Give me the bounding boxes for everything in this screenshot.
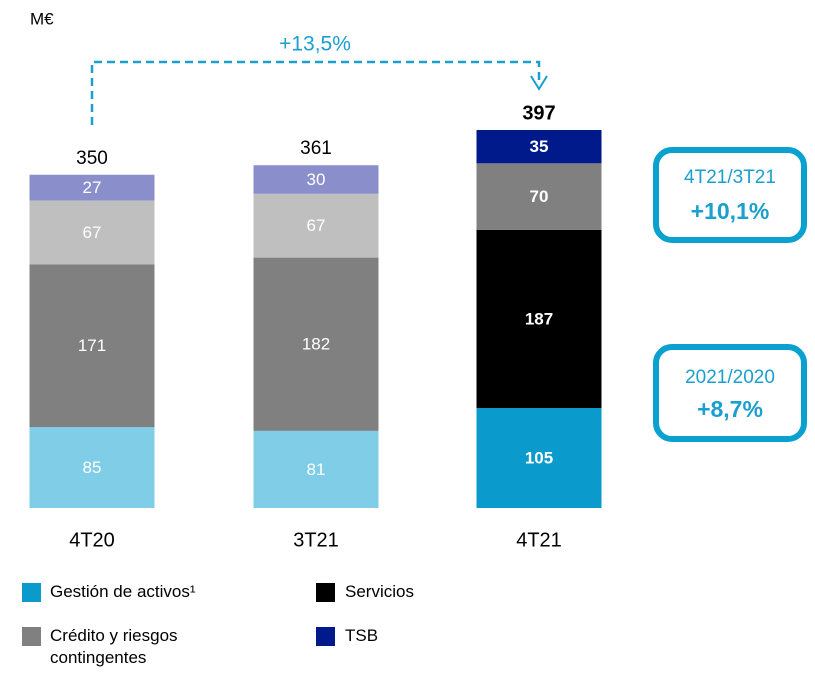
segment-label: 67	[83, 223, 102, 242]
segment-label: 67	[307, 216, 326, 235]
legend-label: Servicios	[345, 582, 414, 601]
bar-segment	[476, 130, 602, 164]
segment-label: 30	[307, 170, 326, 189]
segment-label: 85	[83, 458, 102, 477]
legend-label: Gestión de activos¹	[50, 582, 196, 601]
x-tick-label: 4T20	[69, 529, 115, 551]
bar-segment	[253, 257, 379, 431]
box	[653, 147, 807, 243]
segment-label: 105	[525, 448, 553, 467]
segment-label: 182	[302, 335, 330, 354]
legend-swatch	[316, 627, 335, 646]
bar-segment	[476, 163, 602, 230]
bar-segment	[29, 174, 155, 201]
legend-swatch	[22, 627, 41, 646]
unit-label: M€	[30, 9, 54, 28]
legend-label: Crédito y riesgos contingentes	[50, 626, 178, 667]
box-value: +8,7%	[697, 396, 763, 422]
bar-segment	[476, 408, 602, 508]
legend-label: TSB	[345, 626, 379, 645]
legend-swatch	[22, 583, 41, 602]
bar-segment	[29, 427, 155, 508]
x-tick-label: 3T21	[293, 529, 339, 551]
growth-arrow	[90, 60, 541, 125]
growth-label: +13,5%	[279, 33, 351, 56]
segment-label: 81	[307, 460, 326, 479]
bar-segment	[29, 200, 155, 265]
segment-label: 27	[83, 178, 102, 197]
legend-swatch	[316, 583, 335, 602]
box-value: +10,1%	[691, 198, 770, 224]
bar-segment	[253, 193, 379, 258]
total-label: 397	[522, 102, 555, 124]
bar-segment	[253, 165, 379, 194]
box-title: 4T21/3T21	[684, 167, 776, 188]
bar-segment	[476, 229, 602, 409]
x-tick-label: 4T21	[516, 529, 562, 551]
total-label: 361	[300, 138, 332, 159]
segment-label: 70	[530, 187, 549, 206]
arrow-head	[530, 75, 548, 91]
box	[653, 344, 807, 442]
total-label: 350	[76, 148, 108, 169]
segment-label: 35	[530, 137, 549, 156]
bar-segment	[253, 430, 379, 508]
box-title: 2021/2020	[685, 367, 775, 388]
segment-label: 171	[78, 336, 106, 355]
segment-label: 187	[525, 309, 553, 328]
bar-segment	[29, 264, 155, 428]
